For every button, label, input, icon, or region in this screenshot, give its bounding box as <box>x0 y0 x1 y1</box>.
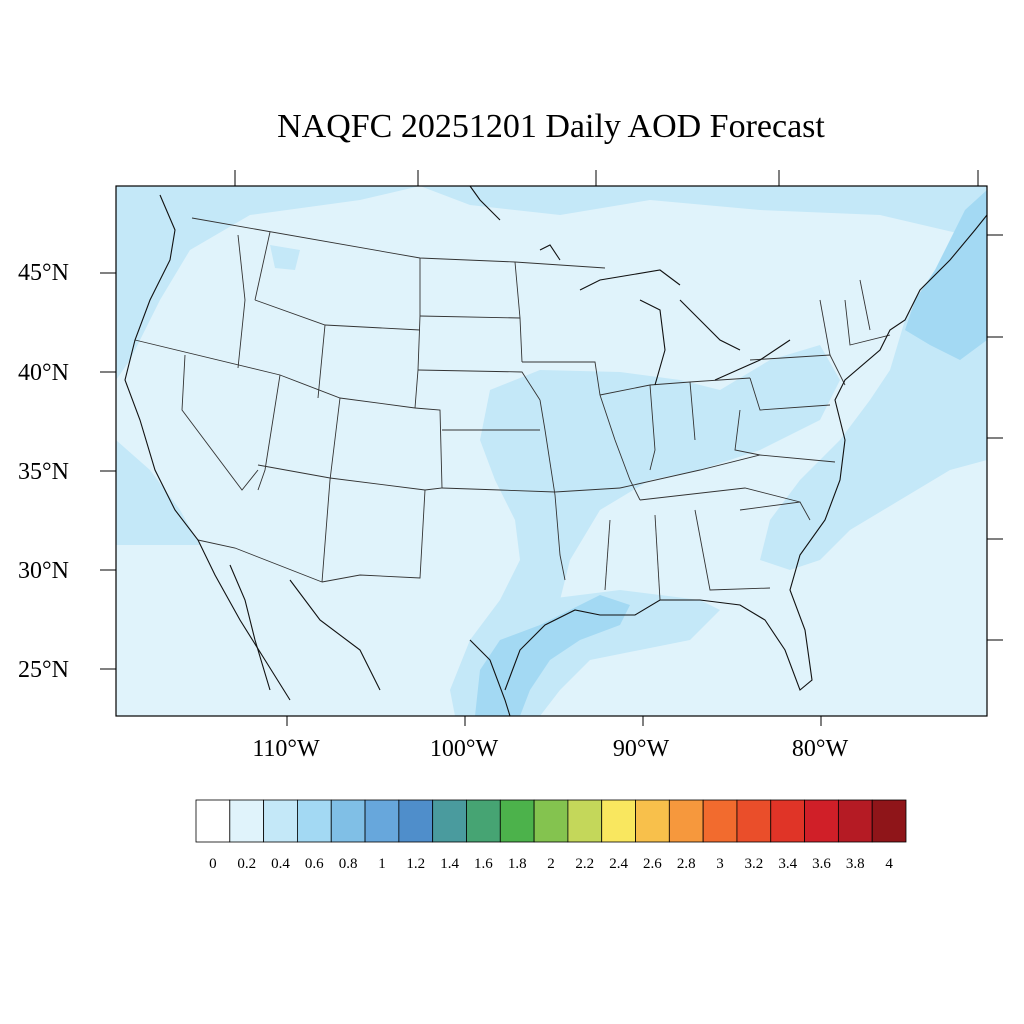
state-borders <box>134 217 891 601</box>
state-border <box>414 258 421 409</box>
lat-label-25n: 25°N <box>18 657 69 683</box>
coastline <box>679 299 741 351</box>
state-border <box>197 539 323 583</box>
map-frame <box>115 185 988 717</box>
coastline <box>229 564 271 691</box>
colorbar-tick-label: 2.4 <box>609 856 628 872</box>
colorbar-tick-label: 3.4 <box>778 856 798 872</box>
state-border <box>257 464 426 491</box>
colorbar-tick-label: 2.6 <box>643 856 662 872</box>
state-border <box>321 397 341 583</box>
state-border <box>417 369 541 401</box>
coastline <box>639 299 666 386</box>
state-border <box>859 279 871 331</box>
state-border <box>734 409 761 456</box>
axis-ticks <box>100 170 1003 726</box>
lon-label-100w: 100°W <box>429 736 499 762</box>
state-border <box>639 487 801 503</box>
colorbar-tick-label: 3 <box>716 856 724 872</box>
state-border <box>237 234 246 369</box>
aod-region-northeast-coast <box>905 190 987 360</box>
state-border <box>654 514 661 601</box>
coastline <box>579 269 681 291</box>
state-border <box>522 361 641 501</box>
colorbar-tick-label: 4 <box>885 856 893 872</box>
colorbar-tick-label: 0 <box>209 856 217 872</box>
state-border <box>739 501 811 521</box>
state-border <box>181 354 259 491</box>
state-border <box>749 377 831 411</box>
state-border <box>191 217 606 269</box>
aod-field <box>116 186 987 716</box>
lat-label-35n: 35°N <box>18 459 69 485</box>
colorbar-tick-label: 0.8 <box>338 856 358 872</box>
state-border <box>689 381 696 441</box>
state-border <box>844 299 891 346</box>
state-border <box>619 454 836 489</box>
colorbar-tick-label: 2.2 <box>575 856 595 872</box>
aod-region-texas-coast <box>475 595 630 716</box>
state-border <box>604 519 611 591</box>
colorbar-tick-label: 0.4 <box>271 856 290 872</box>
coastline <box>539 244 561 261</box>
lon-label-110w: 110°W <box>252 736 320 762</box>
colorbar-tick-label: 1.4 <box>440 856 459 872</box>
state-border <box>539 399 566 581</box>
colorbar-tick-label: 2 <box>547 856 555 872</box>
coastline <box>714 339 791 381</box>
state-border <box>819 299 831 356</box>
state-border <box>254 231 271 301</box>
state-border <box>317 324 326 399</box>
coastline <box>469 639 511 717</box>
state-border <box>599 377 751 396</box>
lon-label-90w: 90°W <box>612 736 670 762</box>
colorbar-tick-label: 3.6 <box>812 856 831 872</box>
state-border <box>649 384 656 471</box>
lon-label-80w: 80°W <box>791 736 849 762</box>
state-border <box>257 374 281 491</box>
colorbar-tick-label: 1.2 <box>406 856 426 872</box>
map-title: NAQFC 20251201 Daily AOD Forecast <box>277 108 825 145</box>
aod-region-rockies-patch <box>270 245 300 270</box>
coastline <box>124 194 291 701</box>
lat-label-40n: 40°N <box>18 360 69 386</box>
coastlines <box>124 185 988 717</box>
colorbar-tick-label: 0.6 <box>304 856 324 872</box>
aod-region-pacific-south <box>116 440 200 545</box>
lat-label-45n: 45°N <box>18 260 69 286</box>
colorbar-tick-label: 2.8 <box>676 856 696 872</box>
state-border <box>694 509 771 591</box>
state-border <box>321 489 426 583</box>
lat-label-30n: 30°N <box>18 558 69 584</box>
colorbar-tick-label: 1.6 <box>474 856 493 872</box>
state-border <box>414 407 443 491</box>
coastline <box>289 579 381 691</box>
coastline <box>469 185 501 221</box>
state-border <box>134 339 416 409</box>
colorbar-tick-label: 0.2 <box>237 856 257 872</box>
coastline <box>504 214 988 691</box>
aod-region-north-top <box>420 186 987 240</box>
aod-region-pacific-north <box>116 186 420 380</box>
state-border <box>419 315 521 319</box>
colorbar-tick-label: 1 <box>378 856 386 872</box>
state-border <box>554 487 621 493</box>
colorbar-tick-label: 3.8 <box>845 856 865 872</box>
state-border <box>441 487 556 493</box>
colorbar-tick-label: 1.8 <box>507 856 527 872</box>
colorbar-tick-label: 3.2 <box>744 856 764 872</box>
